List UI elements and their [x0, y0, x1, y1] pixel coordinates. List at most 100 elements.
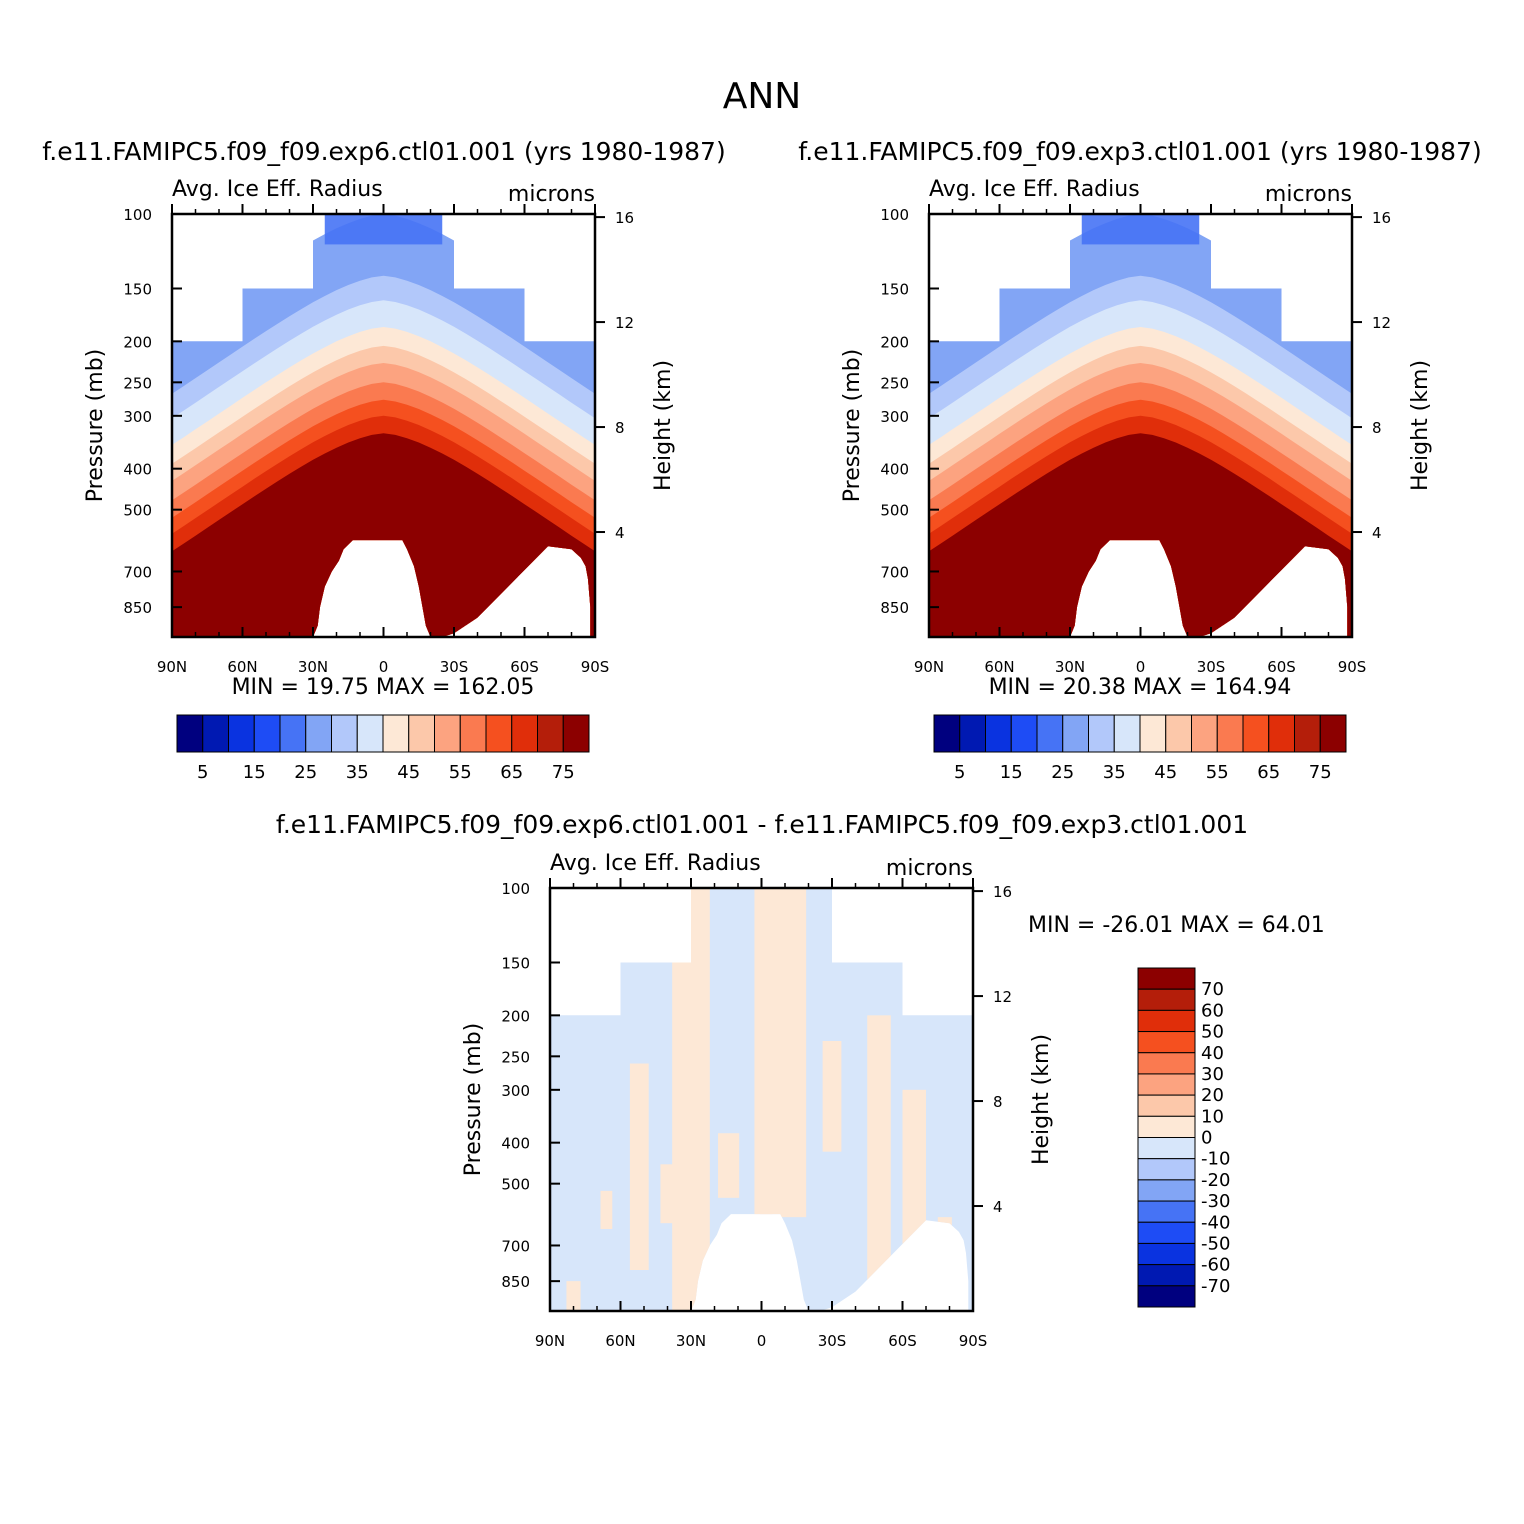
y-tick-label: 300 [880, 408, 909, 426]
contour-band [672, 888, 710, 1311]
field-2 [550, 888, 973, 1311]
contour-band [629, 1063, 649, 1271]
panel-2: 90N 60N 30N 0 30S 60S 90S100150200250300400500… [461, 851, 1325, 1350]
x-tick-label: 0 [1136, 658, 1146, 676]
colorbar-swatch [1137, 1285, 1196, 1308]
y-tick-label: 300 [123, 408, 152, 426]
y-tick-label: 400 [880, 461, 909, 479]
colorbar-label: 60 [1201, 1000, 1224, 1021]
y-tick-label: 100 [123, 206, 152, 224]
height-tick-label: 8 [615, 419, 625, 437]
contour-band [566, 1281, 581, 1311]
colorbar-swatch [1268, 714, 1295, 753]
colorbar-swatch [382, 714, 410, 753]
x-tick-label: 60S [510, 658, 539, 676]
colorbar-swatch [1216, 714, 1244, 753]
contour-band [1081, 214, 1200, 245]
min-max-label: MIN = 20.38 MAX = 164.94 [989, 675, 1292, 700]
contour-band [902, 1089, 926, 1246]
colorbar-swatch [1137, 1137, 1196, 1160]
y-axis-label: Pressure (mb) [840, 349, 865, 503]
x-tick-label: 90S [1338, 658, 1367, 676]
colorbar: 5 15 25 35 45 55 65 75 [176, 714, 590, 783]
min-max-label: MIN = -26.01 MAX = 64.01 [1028, 913, 1325, 938]
colorbar-swatch [1137, 1073, 1196, 1096]
y-tick-label: 150 [123, 280, 152, 298]
colorbar-label: 45 [397, 762, 420, 783]
contour-band [718, 1133, 740, 1198]
colorbar-swatch [485, 714, 513, 753]
colorbar-label: 75 [1309, 762, 1332, 783]
contour-band [172, 433, 595, 637]
colorbar-label: 15 [243, 762, 266, 783]
colorbar-label: -30 [1201, 1191, 1230, 1212]
colorbar-swatch [933, 714, 961, 753]
contour-band [867, 1015, 891, 1292]
y-tick-label: 150 [501, 954, 530, 972]
colorbar-label: 75 [552, 762, 575, 783]
height-tick-label: 16 [615, 209, 634, 227]
colorbar-label: 15 [1000, 762, 1023, 783]
colorbar-swatch [305, 714, 332, 753]
x-tick-label: 0 [379, 658, 389, 676]
figure-title: ANN [723, 76, 802, 117]
x-tick-label: 60N [984, 658, 1014, 676]
y-tick-label: 250 [501, 1048, 530, 1066]
y-tick-label: 500 [123, 502, 152, 520]
colorbar-label: 5 [197, 762, 208, 783]
colorbar-label: -50 [1201, 1233, 1230, 1254]
height-tick-label: 12 [615, 314, 634, 332]
colorbar-swatch [1010, 714, 1038, 753]
colorbar-swatch [1191, 714, 1218, 753]
colorbar-swatch [408, 714, 435, 753]
y-tick-label: 400 [501, 1135, 530, 1153]
colorbar-swatch [228, 714, 255, 753]
y-tick-label: 200 [501, 1007, 530, 1025]
height-tick-label: 4 [1372, 524, 1382, 542]
x-tick-label: 30N [676, 1332, 706, 1350]
x-tick-label: 60S [888, 1332, 917, 1350]
field-0 [172, 214, 595, 637]
colorbar-swatch [176, 714, 204, 753]
contour-band [760, 1089, 773, 1292]
colorbar-label: 25 [294, 762, 317, 783]
colorbar-swatch [1242, 714, 1270, 753]
colorbar-label: 10 [1201, 1106, 1224, 1127]
contour-band [929, 433, 1352, 637]
y-axis-label: Pressure (mb) [461, 1023, 486, 1177]
x-tick-label: 30S [1197, 658, 1226, 676]
colorbar-swatch [202, 714, 229, 753]
colorbar: 5 15 25 35 45 55 65 75 [933, 714, 1347, 783]
contour-band [600, 1190, 613, 1230]
colorbar-swatch [1062, 714, 1089, 753]
colorbar-swatch [537, 714, 564, 753]
y2-axis-label: Height (km) [651, 360, 676, 491]
diff-panel-case-title: f.e11.FAMIPC5.f09_f09.exp6.ctl01.001 - f… [276, 810, 1248, 839]
right-panel-case-title: f.e11.FAMIPC5.f09_f09.exp3.ctl01.001 (yr… [798, 137, 1481, 166]
x-tick-label: 90N [535, 1332, 565, 1350]
height-tick-label: 8 [1372, 419, 1382, 437]
height-tick-label: 12 [993, 988, 1012, 1006]
x-tick-label: 60N [605, 1332, 635, 1350]
colorbar-swatch [459, 714, 487, 753]
colorbar-swatch [562, 714, 590, 753]
colorbar-swatch [253, 714, 281, 753]
contour-band [937, 1217, 952, 1311]
variable-label: Avg. Ice Eff. Radius [550, 851, 761, 876]
colorbar-swatch [985, 714, 1012, 753]
variable-label: Avg. Ice Eff. Radius [929, 177, 1140, 202]
colorbar-swatch [1139, 714, 1167, 753]
colorbar-swatch [1088, 714, 1115, 753]
colorbar-swatch [1137, 1221, 1196, 1244]
x-tick-label: 30N [1055, 658, 1085, 676]
y-tick-label: 850 [501, 1273, 530, 1291]
y-tick-label: 850 [880, 599, 909, 617]
contour-band [324, 214, 443, 245]
x-tick-label: 90N [914, 658, 944, 676]
colorbar-swatch [331, 714, 358, 753]
colorbar-label: 20 [1201, 1085, 1224, 1106]
y-tick-label: 300 [501, 1082, 530, 1100]
colorbar-label: 55 [1206, 762, 1229, 783]
colorbar-swatch [1036, 714, 1064, 753]
